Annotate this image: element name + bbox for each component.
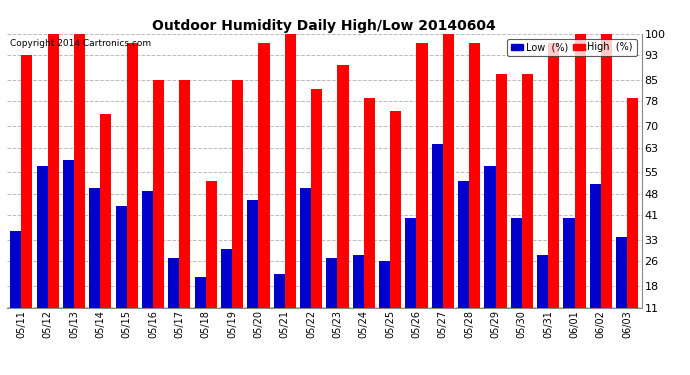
Bar bbox=[37, 166, 48, 308]
Bar bbox=[153, 80, 164, 308]
Bar bbox=[259, 43, 270, 308]
Bar bbox=[537, 255, 548, 308]
Bar bbox=[495, 74, 506, 308]
Bar bbox=[484, 166, 495, 308]
Bar bbox=[601, 34, 612, 308]
Bar bbox=[63, 160, 74, 308]
Bar bbox=[469, 43, 480, 308]
Bar bbox=[326, 258, 337, 308]
Bar bbox=[274, 274, 285, 308]
Bar bbox=[379, 261, 390, 308]
Bar bbox=[101, 114, 112, 308]
Bar bbox=[21, 55, 32, 308]
Bar bbox=[406, 218, 417, 308]
Bar bbox=[206, 182, 217, 308]
Title: Outdoor Humidity Daily High/Low 20140604: Outdoor Humidity Daily High/Low 20140604 bbox=[152, 19, 496, 33]
Bar bbox=[248, 200, 259, 308]
Bar bbox=[89, 188, 101, 308]
Bar bbox=[564, 218, 575, 308]
Bar bbox=[221, 249, 232, 308]
Bar bbox=[179, 80, 190, 308]
Bar bbox=[616, 237, 627, 308]
Bar bbox=[195, 277, 206, 308]
Bar bbox=[74, 34, 85, 308]
Bar bbox=[417, 43, 428, 308]
Bar bbox=[48, 34, 59, 308]
Bar bbox=[232, 80, 243, 308]
Bar bbox=[285, 34, 296, 308]
Bar bbox=[337, 64, 348, 308]
Bar bbox=[353, 255, 364, 308]
Bar bbox=[142, 190, 153, 308]
Legend: Low  (%), High  (%): Low (%), High (%) bbox=[507, 39, 637, 56]
Bar bbox=[575, 34, 586, 308]
Text: Copyright 2014 Cartronics.com: Copyright 2014 Cartronics.com bbox=[10, 39, 151, 48]
Bar bbox=[364, 98, 375, 308]
Bar bbox=[590, 184, 601, 308]
Bar bbox=[443, 34, 454, 308]
Bar bbox=[168, 258, 179, 308]
Bar bbox=[627, 98, 638, 308]
Bar bbox=[548, 43, 560, 308]
Bar bbox=[390, 111, 401, 308]
Bar bbox=[458, 182, 469, 308]
Bar bbox=[127, 43, 138, 308]
Bar bbox=[116, 206, 127, 308]
Bar bbox=[311, 89, 322, 308]
Bar bbox=[300, 188, 311, 308]
Bar bbox=[10, 231, 21, 308]
Bar bbox=[432, 144, 443, 308]
Bar bbox=[522, 74, 533, 308]
Bar bbox=[511, 218, 522, 308]
